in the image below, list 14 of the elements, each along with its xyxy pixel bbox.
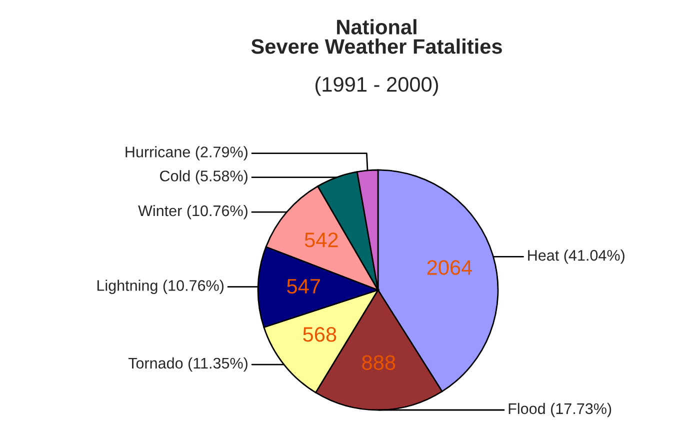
slice-label: Cold (5.58%) (160, 170, 248, 184)
slice-label: Lightning (10.76%) (97, 280, 224, 294)
chart-subtitle: (1991 - 2000) (316, 76, 438, 96)
chart-title: National Severe Weather Fatalities (251, 19, 502, 54)
data-label: 2064 (427, 260, 472, 275)
data-label: 568 (303, 327, 336, 342)
slice-label: Hurricane (2.79%) (126, 146, 248, 160)
slice-label: Flood (17.73%) (508, 402, 612, 418)
data-label: 888 (362, 355, 396, 370)
slice-label: Tornado (11.35%) (128, 357, 248, 372)
slice-label: Heat (41.04%) (528, 250, 624, 264)
data-label: 542 (304, 232, 338, 248)
slice-label: Winter (10.76%) (138, 204, 248, 220)
data-label: 547 (287, 279, 320, 294)
